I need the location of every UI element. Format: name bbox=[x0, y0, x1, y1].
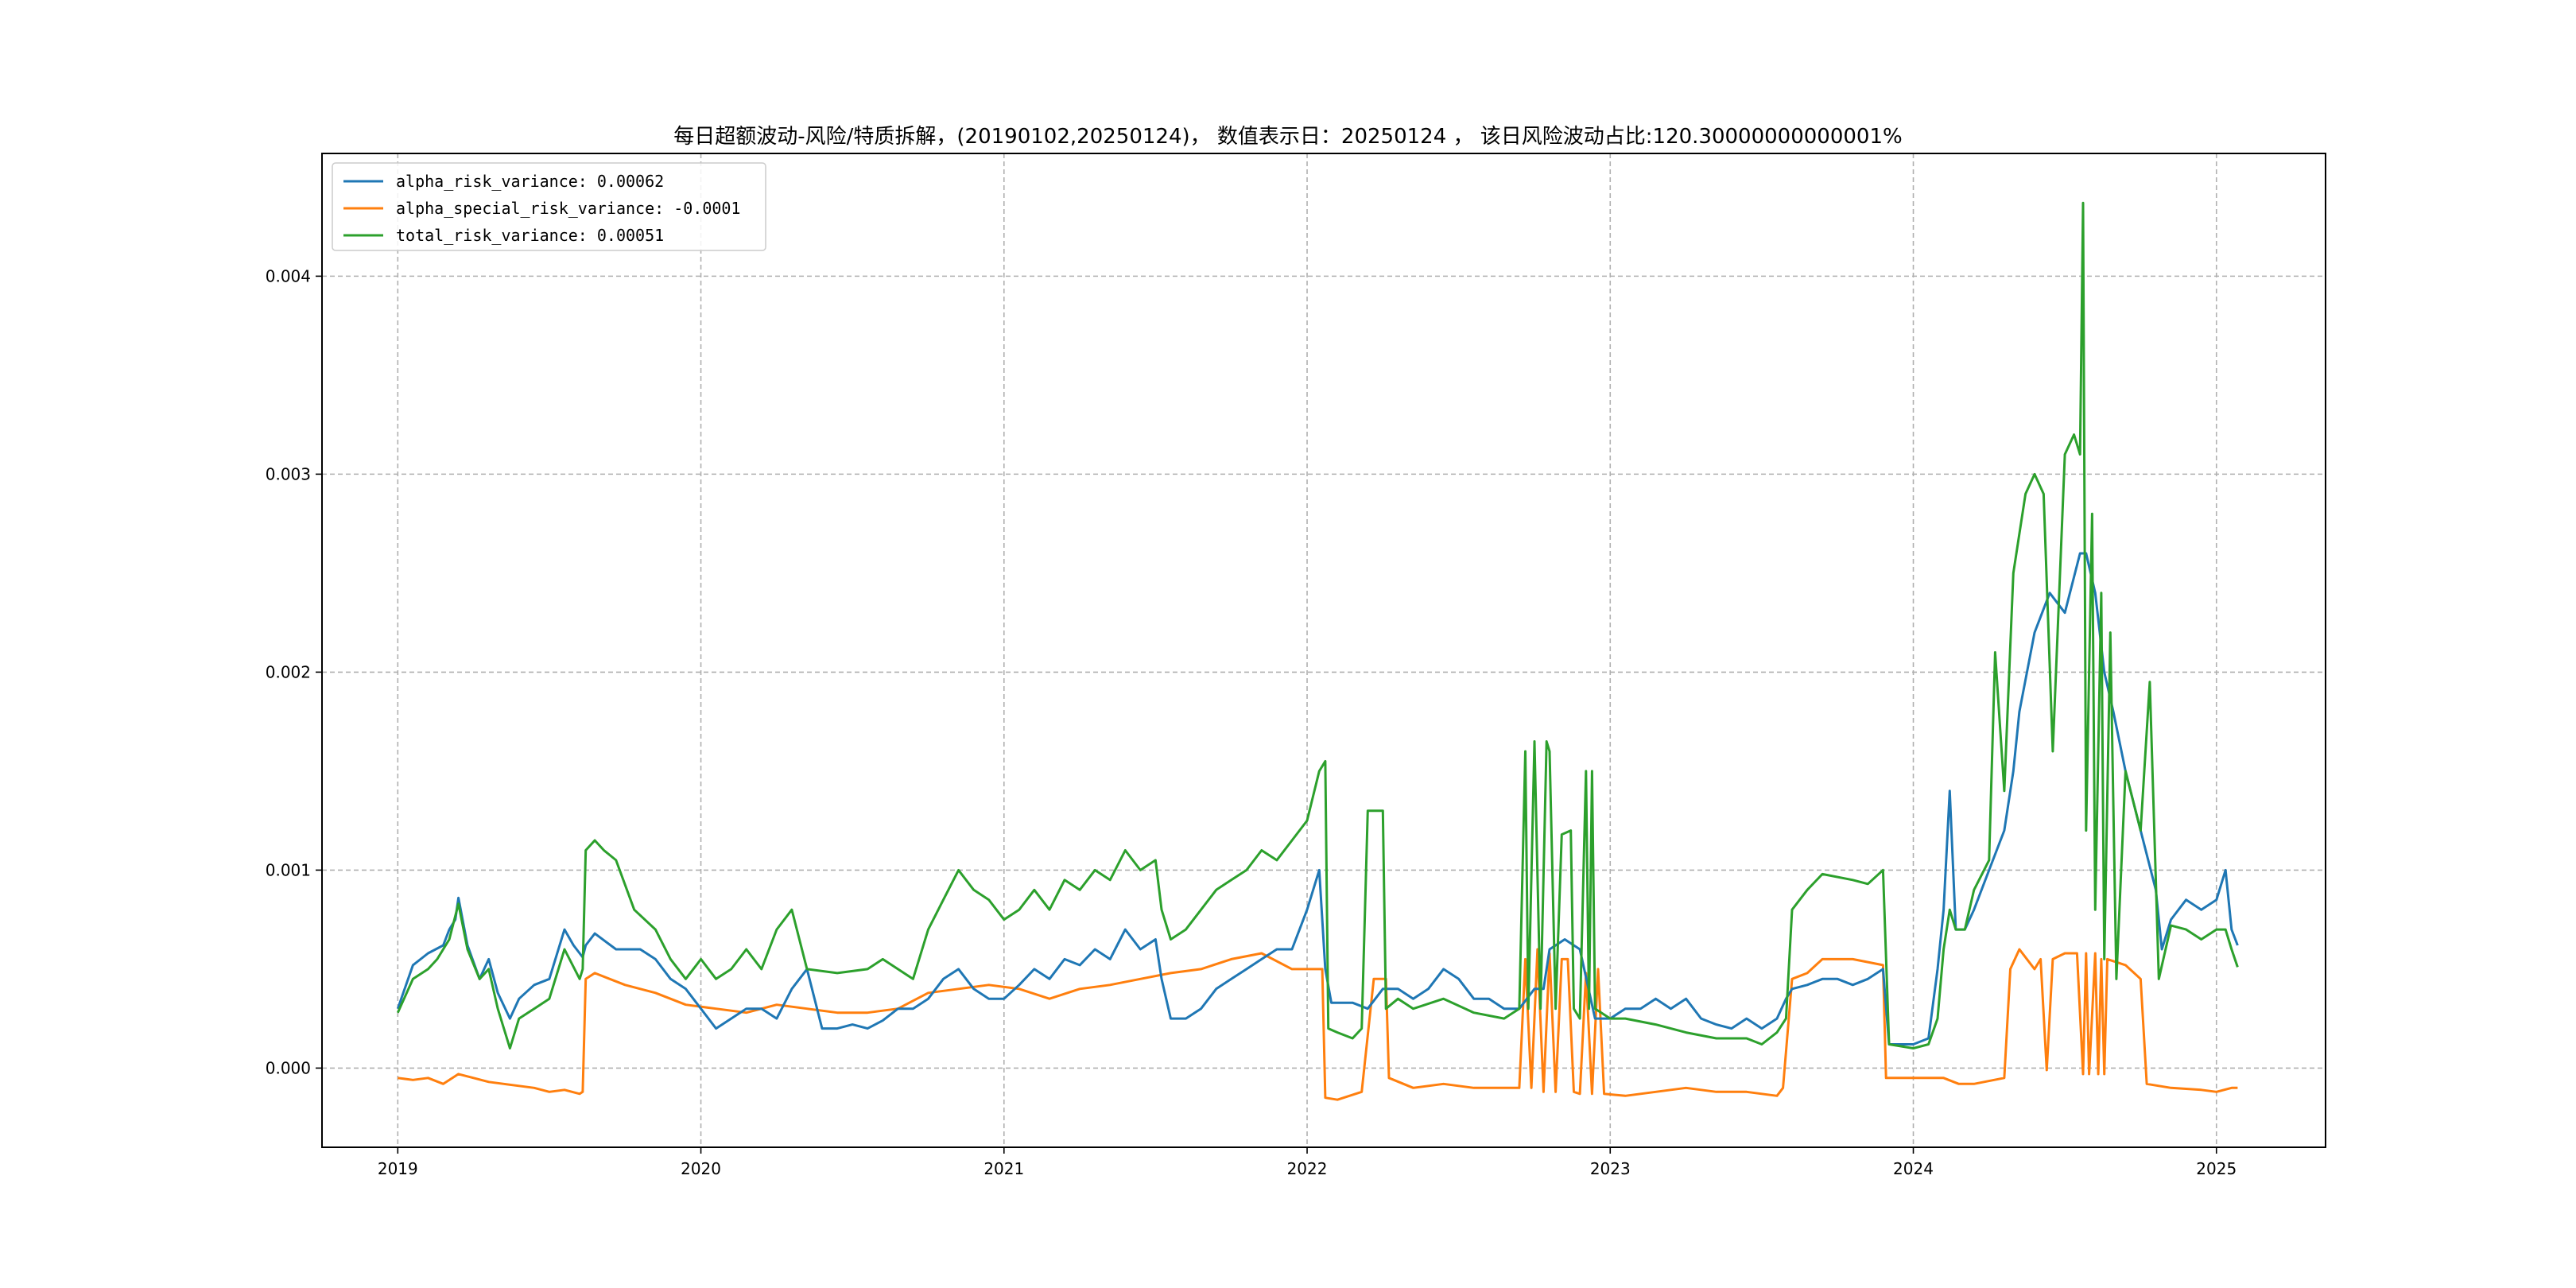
series-layer bbox=[396, 201, 2239, 1101]
x-tick-label: 2024 bbox=[1893, 1159, 1934, 1178]
y-tick-label: 0.003 bbox=[266, 464, 311, 483]
legend: alpha_risk_variance: 0.00062 alpha_speci… bbox=[332, 162, 766, 251]
x-tick-label: 2021 bbox=[983, 1159, 1024, 1178]
series-line-alpha-special bbox=[398, 948, 2238, 1101]
plot-frame bbox=[321, 153, 2326, 1148]
x-gridlines bbox=[397, 153, 2217, 1147]
x-tick-label: 2025 bbox=[2196, 1159, 2237, 1178]
legend-label-total-risk: total_risk_variance: 0.00051 bbox=[396, 226, 664, 245]
x-tick-label: 2023 bbox=[1590, 1159, 1631, 1178]
y-tick-label: 0.002 bbox=[266, 662, 311, 681]
legend-box bbox=[332, 162, 766, 251]
legend-label-alpha-special: alpha_special_risk_variance: -0.0001 bbox=[396, 199, 740, 218]
x-tick-label: 2022 bbox=[1287, 1159, 1328, 1178]
legend-label-alpha-risk: alpha_risk_variance: 0.00062 bbox=[396, 172, 664, 191]
y-tick-label: 0.001 bbox=[266, 860, 311, 879]
x-tick-label: 2020 bbox=[681, 1159, 721, 1178]
series-line-alpha-risk bbox=[396, 552, 2239, 1046]
y-axis: 0.000 0.001 0.002 0.003 0.004 bbox=[266, 266, 322, 1077]
x-tick-label: 2019 bbox=[378, 1159, 418, 1178]
y-tick-label: 0.004 bbox=[266, 266, 311, 285]
y-tick-label: 0.000 bbox=[266, 1058, 311, 1077]
chart-title: 每日超额波动-风险/特质拆解，(20190102,20250124)， 数值表示… bbox=[673, 125, 1902, 149]
series-line-total-risk bbox=[396, 201, 2239, 1049]
x-axis: 2019 2020 2021 2022 2023 2024 2025 bbox=[378, 1147, 2237, 1178]
